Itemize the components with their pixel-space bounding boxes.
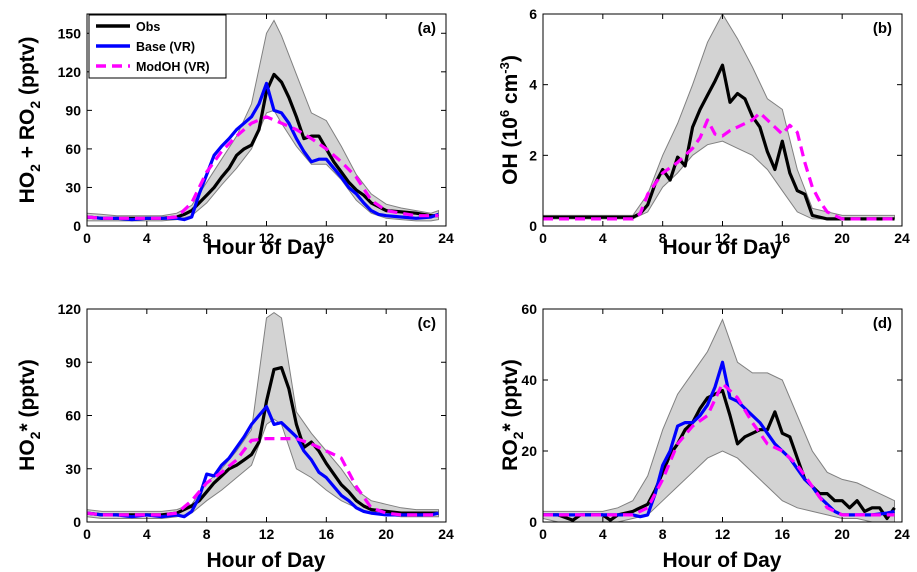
y-axis-label-c: HO2* (pptv): [16, 359, 43, 471]
y-tick-label: 120: [58, 64, 82, 80]
y-tick-label: 20: [521, 443, 537, 459]
y-tick-label: 60: [521, 301, 537, 317]
x-tick-label: 12: [259, 230, 275, 246]
legend-label-modoh: ModOH (VR): [136, 60, 210, 74]
x-tick-label: 4: [599, 230, 607, 246]
x-tick-label: 24: [894, 230, 910, 246]
series-line-modoh-vr: [543, 381, 895, 517]
x-tick-label: 20: [834, 230, 850, 246]
x-tick-label: 24: [438, 230, 454, 246]
x-tick-label: 24: [438, 526, 454, 542]
x-tick-label: 12: [715, 230, 731, 246]
x-tick-label: 20: [378, 526, 394, 542]
x-axis-label-b: Hour of Day: [662, 236, 781, 259]
series-line-modoh-vr: [87, 115, 439, 220]
y-tick-label: 0: [529, 514, 537, 530]
x-tick-label: 0: [539, 230, 547, 246]
y-tick-label: 60: [65, 408, 81, 424]
x-tick-label: 20: [378, 230, 394, 246]
series-line-modoh-vr: [543, 111, 895, 221]
legend-a: Obs Base (VR) ModOH (VR): [88, 14, 227, 79]
x-tick-label: 20: [834, 526, 850, 542]
x-tick-label: 4: [143, 526, 151, 542]
y-tick-label: 120: [58, 301, 82, 317]
y-axis-label-d: RO2* (pptv): [499, 359, 526, 471]
x-axis-label-c: Hour of Day: [206, 549, 325, 572]
y-tick-label: 90: [65, 354, 81, 370]
x-axis-label-a: Hour of Day: [206, 236, 325, 259]
y-axis-label-a: HO2 + RO2 (pptv): [16, 37, 43, 204]
y-tick-label: 2: [529, 147, 537, 163]
x-tick-label: 16: [319, 230, 335, 246]
x-tick-label: 24: [894, 526, 910, 542]
x-tick-label: 8: [203, 230, 211, 246]
x-tick-label: 12: [715, 526, 731, 542]
y-tick-label: 0: [73, 514, 81, 530]
y-tick-label: 30: [65, 179, 81, 195]
x-tick-label: 0: [83, 526, 91, 542]
x-tick-label: 16: [775, 230, 791, 246]
series-line-obs: [87, 366, 439, 517]
y-tick-label: 90: [65, 102, 81, 118]
x-tick-label: 8: [659, 230, 667, 246]
x-tick-label: 0: [539, 526, 547, 542]
x-tick-label: 12: [259, 526, 275, 542]
y-tick-label: 40: [521, 372, 537, 388]
legend-label-obs: Obs: [136, 20, 160, 34]
x-tick-label: 8: [203, 526, 211, 542]
x-tick-label: 16: [319, 526, 335, 542]
series-line-obs: [543, 63, 895, 221]
legend-label-base: Base (VR): [136, 40, 195, 54]
y-tick-label: 6: [529, 6, 537, 22]
panel-label-d: (d): [873, 315, 892, 332]
series-line-base-vr: [87, 81, 440, 222]
y-tick-label: 60: [65, 141, 81, 157]
panel-d: 0 4 8 12 16 20 24 0 20 40 60 RO2* (pptv) Hour of D…: [499, 301, 910, 572]
x-tick-label: 16: [775, 526, 791, 542]
panel-label-b: (b): [873, 20, 892, 37]
y-axis-label-b: OH (106 cm-3): [497, 55, 522, 185]
panel-c: 0 4 8 12 16 20 24 0 30 60 90 120 HO2* (pptv) Hour o…: [16, 301, 454, 572]
range-band: [543, 318, 895, 522]
y-tick-label: 30: [65, 461, 81, 477]
y-tick-label: 150: [58, 25, 82, 41]
x-tick-label: 4: [143, 230, 151, 246]
x-axis-label-d: Hour of Day: [662, 549, 781, 572]
x-tick-label: 8: [659, 526, 667, 542]
x-tick-label: 0: [83, 230, 91, 246]
y-tick-label: 4: [529, 77, 537, 93]
panel-label-c: (c): [418, 315, 436, 332]
y-tick-label: 0: [73, 218, 81, 234]
series-line-base-vr: [543, 360, 895, 519]
series-line-obs: [87, 72, 439, 220]
series-line-base-vr: [87, 405, 439, 519]
y-tick-label: 0: [529, 218, 537, 234]
panel-a: 0 4 8 12 16 20 24 0 30 60 90 120 150 HO2 + RO2 (pptv…: [16, 13, 454, 259]
panel-label-a: (a): [418, 20, 436, 37]
series-line-modoh-vr: [87, 437, 439, 517]
x-tick-label: 4: [599, 526, 607, 542]
